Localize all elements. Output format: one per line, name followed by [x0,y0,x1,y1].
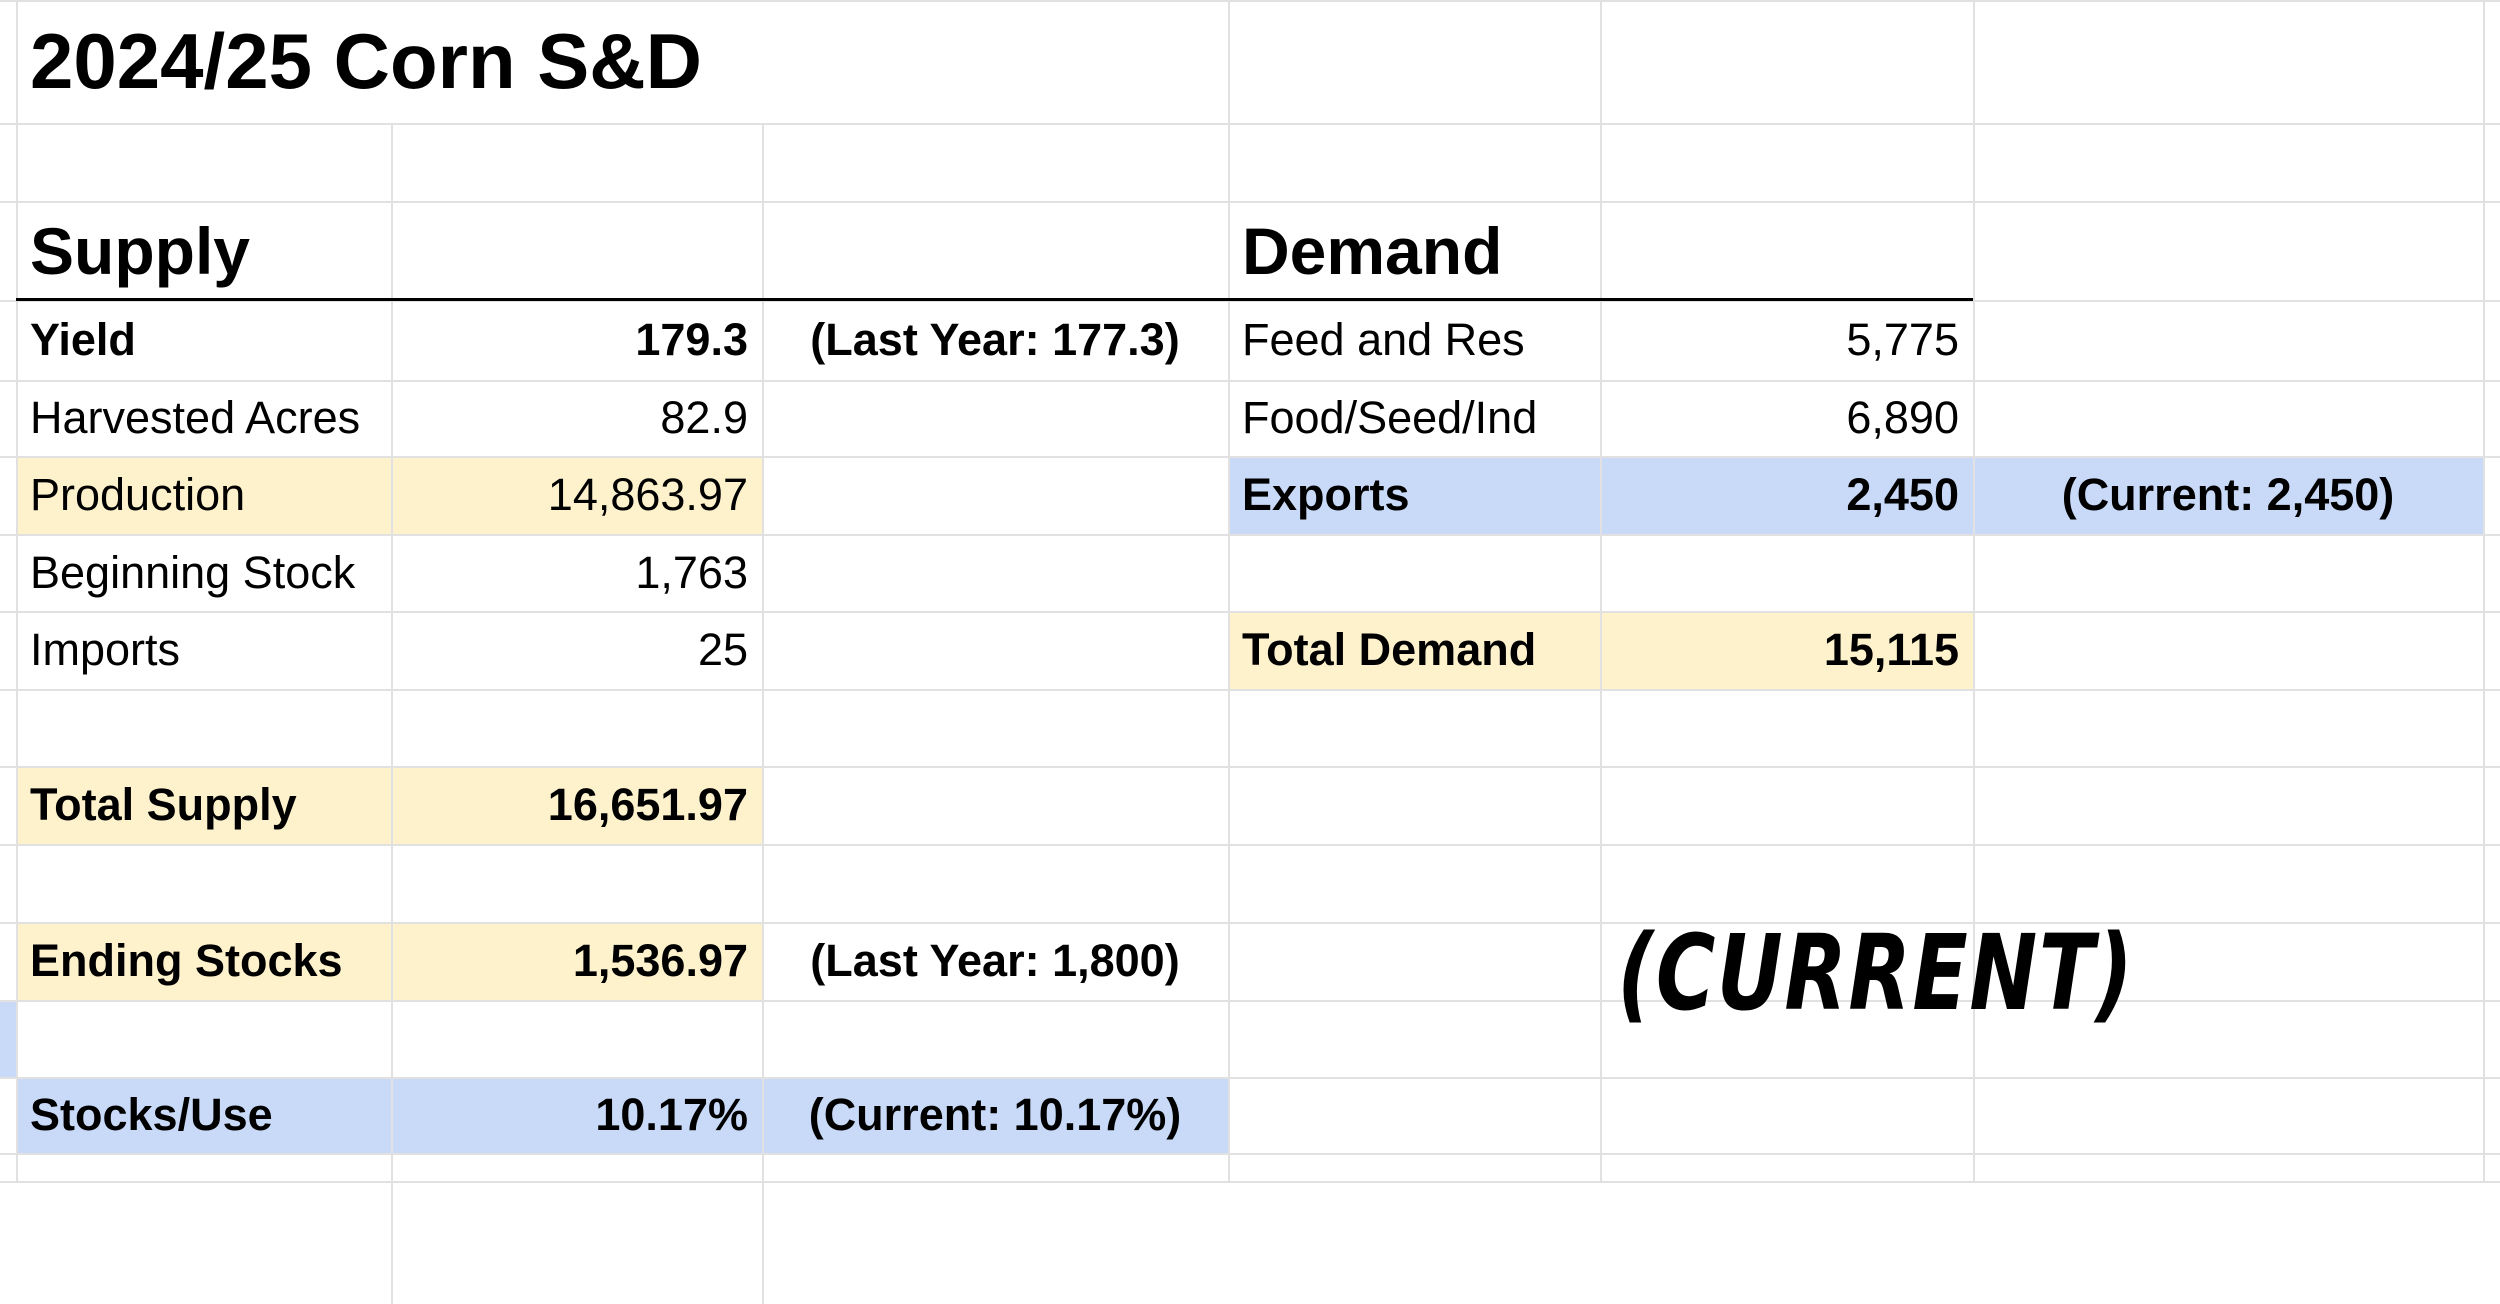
row-label: Feed and Res [1242,314,1525,365]
row-note: (Last Year: 177.3) [810,314,1180,365]
cell-fill [16,1077,1228,1153]
row-value: 25 [697,624,748,675]
cell-fill [16,922,762,1000]
grid-line [0,534,2500,536]
grid-line [391,123,393,1304]
row-label: Ending Stocks [30,935,343,986]
cell-fill [1228,456,2483,534]
grid-line [0,844,2500,846]
grid-line [0,0,2500,2]
grid-line [16,0,18,1181]
grid-line [762,123,764,1304]
grid-line [0,380,2500,382]
grid-line [0,456,2500,458]
grid-line [2483,0,2485,1181]
row-value: 82.9 [660,392,748,443]
grid-line [0,123,2500,125]
grid-line [0,1181,2500,1183]
row-note: (Current: 2,450) [2061,469,2395,520]
row-value: 179.3 [635,314,748,365]
grid-line [0,766,2500,768]
header-border [16,298,1973,301]
row-label: Exports [1242,469,1410,520]
row-value: 2,450 [1846,469,1959,520]
cell-fill [16,456,762,534]
row-label: Imports [30,624,181,675]
section-heading: Supply [30,213,251,288]
row-label: Harvested Acres [30,392,361,443]
row-value: 5,775 [1846,314,1959,365]
row-label: Beginning Stock [30,546,356,598]
row-value: 10.17% [595,1089,748,1140]
grid-line [0,922,2500,924]
grid-line [0,1000,2500,1002]
row-label: Food/Seed/Ind [1242,392,1538,443]
row-label: Total Demand [1242,624,1537,675]
grid-line [0,300,2500,302]
annotation: (CURRENT) [1617,912,2135,1034]
row-label: Total Supply [30,779,297,830]
grid-line [0,611,2500,613]
row-value: 14,863.97 [547,469,748,520]
row-value: 6,890 [1846,392,1959,443]
row-value: 16,651.97 [547,779,748,830]
grid-line [0,1153,2500,1155]
row-value: 15,115 [1823,624,1959,675]
cell-fill [0,1000,16,1077]
grid-line [0,689,2500,691]
sheet-title: 2024/25 Corn S&D [30,17,702,105]
row-label: Stocks/Use [30,1089,273,1140]
row-value: 1,536.97 [572,935,748,986]
grid-line [1600,0,1602,1181]
grid-line [1973,0,1975,1181]
section-heading: Demand [1242,213,1503,288]
grid-line [1228,0,1230,1181]
row-note: (Last Year: 1,800) [810,935,1180,986]
row-value: 1,763 [635,546,748,598]
row-label: Production [30,469,246,520]
row-note: (Current: 10.17%) [808,1089,1182,1140]
cell-fill [16,766,762,844]
grid-line [0,1077,2500,1079]
row-label: Yield [30,314,136,365]
grid-line [0,201,2500,203]
